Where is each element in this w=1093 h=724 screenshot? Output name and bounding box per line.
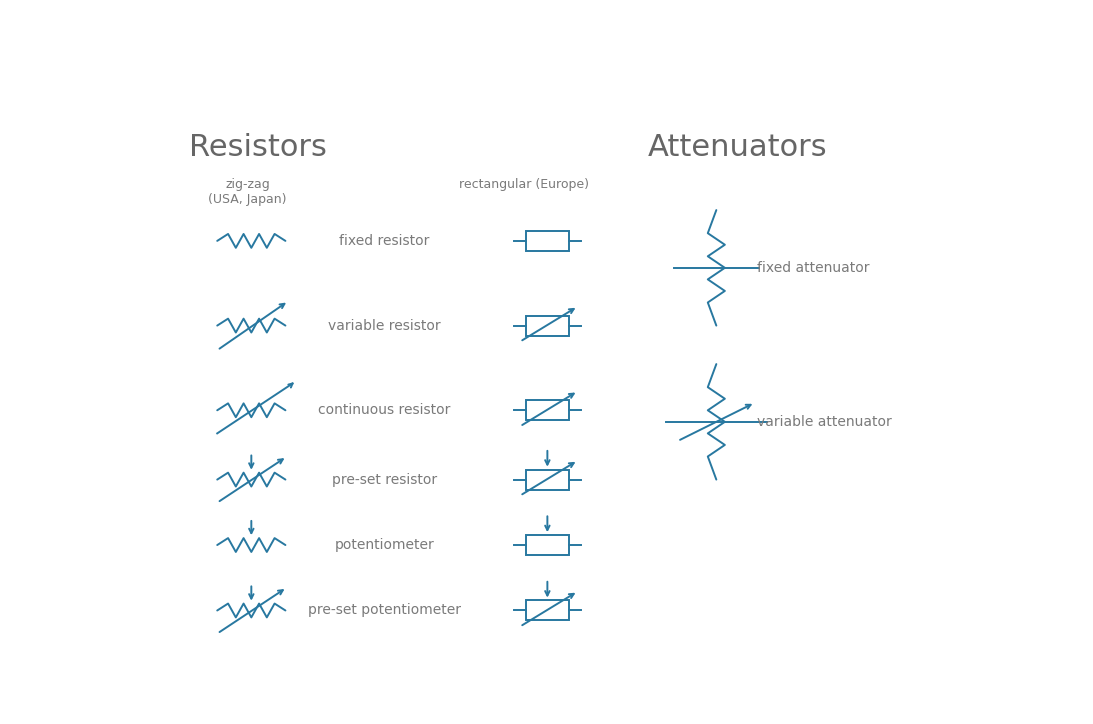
Text: pre-set potentiometer: pre-set potentiometer	[308, 604, 461, 618]
Bar	[526, 231, 568, 251]
Bar	[526, 470, 568, 489]
Text: potentiometer: potentiometer	[334, 538, 435, 552]
Text: Attenuators: Attenuators	[648, 133, 827, 162]
Text: Resistors: Resistors	[189, 133, 327, 162]
Text: fixed attenuator: fixed attenuator	[756, 261, 869, 275]
Text: fixed resistor: fixed resistor	[340, 234, 430, 248]
Bar	[526, 600, 568, 620]
Text: variable resistor: variable resistor	[328, 319, 440, 332]
Text: zig-zag
(USA, Japan): zig-zag (USA, Japan)	[208, 177, 286, 206]
Bar	[526, 535, 568, 555]
Text: continuous resistor: continuous resistor	[318, 403, 450, 417]
Text: rectangular (Europe): rectangular (Europe)	[459, 177, 589, 190]
Bar	[526, 316, 568, 336]
Text: variable attenuator: variable attenuator	[756, 415, 892, 429]
Bar	[526, 400, 568, 421]
Text: pre-set resistor: pre-set resistor	[332, 473, 437, 487]
